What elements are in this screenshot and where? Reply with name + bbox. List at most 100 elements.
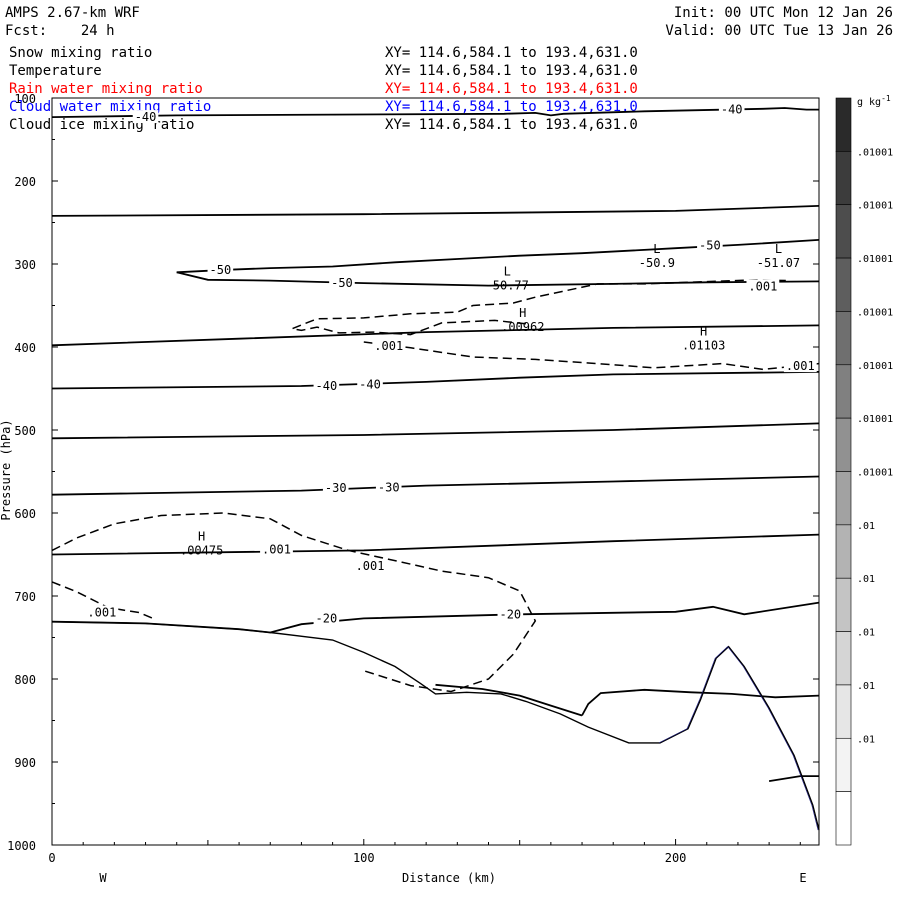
axes: 100 200 300 400 500 600 700 800 900 1000 0 100 200 (7, 92, 819, 865)
extrema-markers: L-50.9L-51.07L-50.77H.00962 H.01103H.0047… (180, 242, 800, 557)
colorbar-label: .01001 (857, 254, 893, 265)
x-tick-label: 0 (48, 851, 55, 865)
field-name: Snow mixing ratio (9, 45, 152, 61)
contour-label: -40 (316, 379, 338, 393)
contour-label-bg (329, 276, 355, 290)
east-label: E (799, 871, 806, 885)
temperature-isotherm (51, 205, 820, 217)
x-tick-label: 100 (353, 851, 375, 865)
contour-label-bg (313, 611, 340, 625)
contour-label-bg (375, 480, 402, 494)
extremum-value: .01103 (682, 338, 725, 352)
y-axis-title: Pressure (hPa) (0, 419, 13, 520)
contour-label: -50 (331, 276, 353, 290)
contour-label-bg (353, 559, 387, 573)
temperature-isotherm (176, 239, 820, 274)
contour-label: -20 (316, 611, 338, 625)
extremum-value: -50.77 (486, 279, 529, 293)
field-xy: XY= 114.6,584.1 to 193.4,631.0 (385, 63, 638, 79)
contour-label: -30 (378, 480, 400, 494)
temperature-isotherm (51, 475, 820, 496)
contour-label-bg (746, 279, 780, 293)
colorbar-swatch (835, 364, 852, 419)
temperature-isotherm (51, 107, 819, 118)
contour-label: -50 (699, 239, 721, 253)
extremum-type: H (519, 306, 526, 320)
contour-label-bg (260, 542, 293, 556)
init-time: Init: 00 UTC Mon 12 Jan 26 (674, 5, 893, 21)
contour-label: -40 (135, 110, 157, 124)
colorbar-label: .01 (857, 628, 875, 639)
y-tick-label: 800 (14, 673, 36, 687)
terrain-layer (51, 621, 820, 831)
temperature-isotherm (435, 683, 583, 717)
contour-label: -30 (325, 481, 347, 495)
contour-label-bg (207, 262, 234, 276)
valid-time: Valid: 00 UTC Tue 13 Jan 26 (665, 23, 893, 39)
colorbar-swatch (835, 417, 852, 472)
colorbar-label: .01 (857, 681, 875, 692)
colorbar-swatch (835, 577, 852, 632)
extremum-value: -51.07 (757, 256, 800, 270)
y-tick-label: 200 (14, 175, 36, 189)
y-tick-label: 1000 (7, 839, 36, 853)
colorbar-label: .01001 (857, 201, 893, 212)
cloud-ice-contour (289, 279, 788, 336)
colorbar-label: .01001 (857, 147, 893, 158)
x-axis-title: Distance (km) (402, 871, 496, 885)
contour-label: .001 (748, 279, 777, 293)
extremum-type: L (775, 242, 782, 256)
extremum-type: H (700, 324, 707, 338)
y-tick-label: 500 (14, 424, 36, 438)
extremum-value: -50.9 (639, 256, 675, 270)
colorbar-label: .01001 (857, 468, 893, 479)
contour-label-bg (357, 377, 383, 391)
field-legend: Snow mixing ratio XY= 114.6,584.1 to 193.… (9, 45, 638, 133)
temperature-isotherm (581, 688, 820, 716)
colorbar-label: .01001 (857, 361, 893, 372)
y-tick-label: 400 (14, 341, 36, 355)
contour-labels: .001 .001 .001 .001 .001 .001 -40 -40 -50 -50 -50 -… (85, 102, 817, 625)
field-xy: XY= 114.6,584.1 to 193.4,631.0 (385, 117, 638, 133)
temperature-isotherm (768, 775, 819, 782)
colorbar-swatch (835, 791, 852, 846)
extremum-value: .00475 (180, 543, 223, 557)
forecast-hour: Fcst: 24 h (5, 23, 115, 39)
contour-label-bg (85, 605, 119, 619)
temperature-isotherms (51, 107, 820, 782)
model-title: AMPS 2.67-km WRF (5, 5, 140, 21)
y-tick-label: 100 (14, 92, 36, 106)
contour-label: .001 (786, 359, 815, 373)
cloud-ice-contour (363, 341, 820, 371)
contour-label-bg (697, 238, 723, 252)
contour-label: -50 (210, 263, 232, 277)
field-xy: XY= 114.6,584.1 to 193.4,631.0 (385, 45, 638, 61)
extremum-value: .00962 (501, 320, 544, 334)
contour-label-bg (132, 110, 159, 124)
temperature-isotherm (51, 422, 820, 440)
temperature-isotherm (51, 533, 820, 556)
colorbar-swatch (835, 631, 852, 686)
x-tick-label: 200 (665, 851, 687, 865)
temperature-isotherm (51, 371, 820, 390)
contour-label: .001 (262, 543, 291, 557)
colorbar-swatch (835, 151, 852, 206)
contour-label-bg (313, 379, 340, 393)
contour-label-bg (497, 607, 524, 621)
colorbar-label: .01001 (857, 414, 893, 425)
terrain-cloud-water-edge (658, 646, 819, 831)
field-name: Temperature (9, 63, 102, 79)
y-tick-label: 300 (14, 258, 36, 272)
contour-label: .001 (374, 339, 403, 353)
y-tick-label: 600 (14, 507, 36, 521)
extremum-type: L (504, 265, 511, 279)
y-tick-label: 700 (14, 590, 36, 604)
colorbar-swatch (835, 204, 852, 259)
colorbar-label: .01 (857, 734, 875, 745)
plot-area: .001 .001 .001 .001 .001 .001 -40 -40 -50 -50 -50 -… (51, 97, 820, 846)
extremum-type: L (653, 242, 660, 256)
contour-label: .001 (356, 559, 385, 573)
colorbar-swatch (835, 257, 852, 312)
contour-label-bg (372, 339, 406, 353)
